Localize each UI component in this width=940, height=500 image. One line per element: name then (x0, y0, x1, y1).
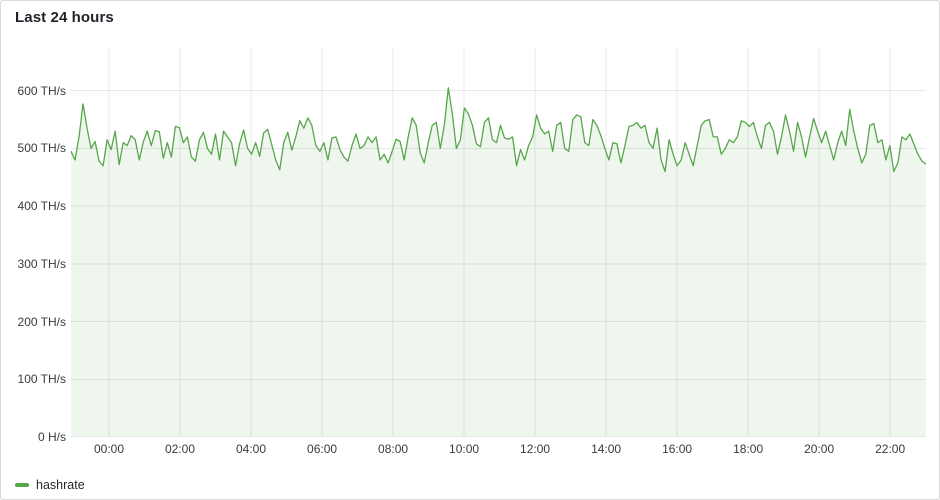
plot-area[interactable] (71, 48, 926, 437)
y-tick-label: 500 TH/s (17, 141, 66, 156)
legend-item-hashrate[interactable]: hashrate (15, 478, 85, 492)
y-tick-label: 0 H/s (37, 430, 66, 444)
x-tick-label: 14:00 (591, 442, 622, 456)
hashrate-area-fill (71, 87, 926, 437)
y-tick-label: 400 TH/s (17, 199, 66, 214)
y-tick-label: 200 TH/s (17, 314, 66, 329)
x-tick-label: 22:00 (875, 442, 906, 456)
x-tick-label: 18:00 (733, 442, 764, 456)
y-axis: 600 TH/s 500 TH/s 400 TH/s 300 TH/s 200 TH/s… (1, 1, 66, 499)
x-tick-label: 00:00 (93, 442, 124, 456)
x-tick-label: 16:00 (662, 442, 693, 456)
panel-title[interactable]: Last 24 hours (15, 9, 114, 26)
y-tick-label: 300 TH/s (17, 256, 66, 271)
y-tick-label: 100 TH/s (17, 372, 66, 387)
x-tick-label: 04:00 (236, 442, 267, 456)
legend: hashrate (15, 478, 85, 492)
hashrate-line (71, 87, 926, 173)
hashrate-series-marker-icon (15, 483, 29, 487)
x-tick-label: 02:00 (164, 442, 196, 456)
x-tick-label: 10:00 (449, 442, 480, 456)
x-tick-label: 20:00 (804, 442, 835, 456)
hashrate-chart (71, 48, 926, 437)
x-tick-label: 12:00 (520, 442, 551, 456)
x-axis: 00:00 02:00 04:00 06:00 08:00 10:00 12:00 14:00… (1, 442, 939, 460)
legend-item-label: hashrate (36, 478, 85, 492)
x-tick-label: 08:00 (378, 442, 409, 456)
y-tick-label: 600 TH/s (17, 83, 66, 98)
x-tick-label: 06:00 (307, 442, 338, 456)
